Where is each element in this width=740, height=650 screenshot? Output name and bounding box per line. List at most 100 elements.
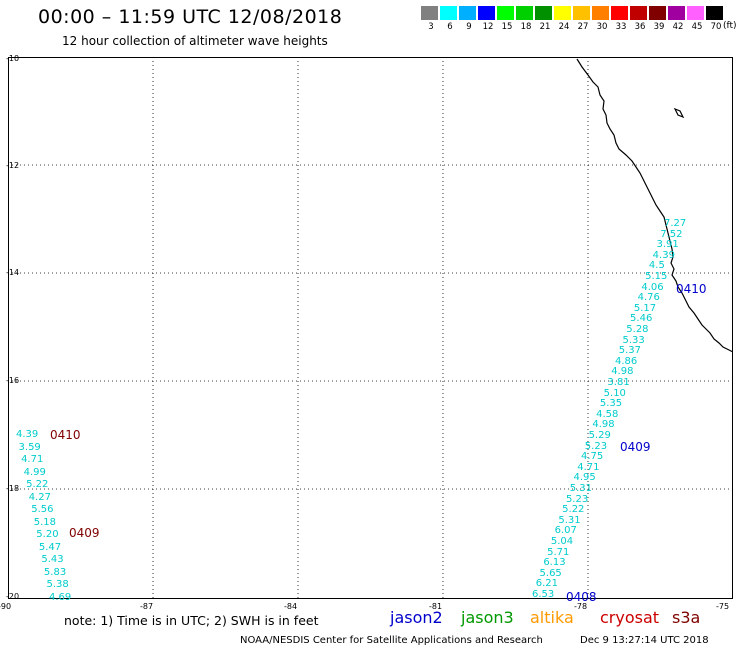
swh-value-cryosat: 5.43 (41, 554, 64, 566)
swh-value-jason2: 6.53 (532, 589, 555, 600)
scale-swatch (535, 6, 552, 20)
swh-value-jason2: 5.22 (562, 504, 585, 516)
swh-value-cryosat: 4.99 (23, 466, 46, 478)
scale-unit: (ft) (723, 21, 737, 31)
latitude-label: -20 (6, 592, 20, 601)
scale-label: 36 (634, 22, 646, 32)
swh-value-jason2: 5.35 (599, 398, 623, 410)
scale-swatch (630, 6, 647, 20)
swh-value-jason2: 6.07 (554, 525, 577, 537)
scale-swatch (516, 6, 533, 20)
legend-cryosat: cryosat (600, 608, 660, 627)
swh-value-jason2: 5.46 (630, 313, 653, 325)
swh-value-jason2: 4.06 (641, 281, 664, 293)
scale-label: 9 (466, 22, 472, 32)
swh-value-cryosat: 5.18 (33, 516, 57, 528)
legend-altika: altika (530, 608, 574, 627)
scale-label: 15 (501, 22, 513, 32)
swh-value-cryosat: 4.27 (28, 491, 51, 503)
swh-value-jason2: 5.15 (645, 271, 668, 282)
swh-value-jason2: 6.21 (535, 578, 559, 590)
generated-timestamp: Dec 9 13:27:14 UTC 2018 (580, 635, 709, 646)
latitude-label: -16 (6, 376, 20, 385)
scale-swatch (592, 6, 609, 20)
latitude-label: -10 (6, 54, 20, 63)
time-tag-cryosat-0409: 0409 (69, 526, 100, 540)
time-tag-jason2-0410: 0410 (676, 282, 707, 296)
swh-value-jason2: 7.52 (660, 228, 683, 240)
scale-label: 24 (558, 22, 570, 32)
swh-value-jason2: 4.71 (577, 461, 600, 473)
scale-swatch (478, 6, 495, 20)
scale-swatch (649, 6, 666, 20)
swh-value-jason2: 5.29 (588, 430, 611, 441)
swh-value-cryosat: 4.39 (16, 429, 39, 440)
swh-value-jason2: 4.58 (596, 408, 619, 420)
longitude-label: -87 (140, 602, 154, 611)
latitude-label: -14 (6, 268, 20, 277)
scale-label: 33 (615, 22, 627, 32)
footer-note: note: 1) Time is in UTC; 2) SWH is in fe… (64, 613, 319, 628)
swh-value-jason2: 3.81 (607, 377, 630, 388)
swh-value-jason2: 4.75 (581, 451, 604, 463)
scale-swatch (611, 6, 628, 20)
swh-value-jason2: 5.37 (618, 345, 641, 357)
swh-value-cryosat: 5.47 (38, 541, 62, 553)
scale-label: 39 (653, 22, 665, 32)
swh-value-cryosat: 4.71 (21, 454, 44, 466)
swh-value-jason2: 5.23 (565, 493, 589, 505)
swh-value-jason2: 4.76 (637, 292, 660, 304)
scale-swatch (440, 6, 457, 20)
swh-value-jason2: 4.98 (611, 366, 634, 378)
coastline-peru (576, 58, 733, 353)
scale-label: 12 (482, 22, 494, 32)
swh-value-cryosat: 5.56 (31, 504, 54, 516)
longitude-label: -75 (716, 602, 730, 611)
swh-value-jason2: 4.95 (573, 472, 596, 484)
scale-label: 45 (691, 22, 703, 32)
scale-swatch (421, 6, 438, 20)
legend-jason3: jason3 (461, 608, 514, 627)
credit-line: NOAA/NESDIS Center for Satellite Applica… (240, 635, 543, 646)
latitude-label: -12 (6, 161, 20, 170)
legend-s3a: s3a (672, 608, 701, 627)
island (673, 107, 685, 119)
swh-value-jason2: 5.04 (550, 536, 574, 547)
longitude-label: -84 (284, 602, 298, 611)
longitude-label: -81 (429, 602, 443, 611)
scale-label: 70 (710, 22, 722, 32)
swh-value-jason2: 4.98 (592, 419, 615, 431)
swh-value-jason2: 5.23 (584, 440, 608, 452)
swh-value-jason2: 5.10 (603, 387, 626, 399)
legend-jason2: jason2 (390, 608, 443, 627)
latitude-label: -18 (6, 484, 20, 493)
swh-value-jason2: 4.39 (652, 249, 675, 261)
swh-value-cryosat: 3.59 (18, 441, 41, 453)
scale-label: 3 (428, 22, 434, 32)
swh-value-jason2: 5.33 (622, 334, 645, 346)
scale-swatch (706, 6, 723, 20)
scale-label: 21 (539, 22, 551, 32)
longitude-label: -90 (0, 602, 12, 611)
time-tag-jason2-0408: 0408 (566, 590, 597, 604)
scale-label: 6 (447, 22, 453, 32)
time-tag-cryosat-0410: 0410 (50, 428, 81, 442)
map-border (8, 57, 733, 599)
swh-value-cryosat: 5.20 (36, 529, 59, 541)
swh-value-cryosat: 5.38 (46, 579, 69, 591)
scale-label: 30 (596, 22, 608, 32)
swh-value-jason2: 5.17 (633, 302, 657, 314)
swh-value-jason2: 5.31 (569, 483, 592, 494)
scale-label: 27 (577, 22, 589, 32)
graticule (8, 57, 733, 599)
time-tag-jason2-0409: 0409 (620, 440, 651, 454)
swh-value-jason2: 4.5 (648, 260, 665, 272)
map-frame (8, 57, 733, 599)
swh-value-jason2: 5.71 (547, 546, 570, 558)
swh-value-jason2: 5.28 (626, 324, 649, 335)
longitude-label: -78 (574, 602, 588, 611)
swh-value-jason2: 5.65 (539, 567, 562, 579)
scale-label: 42 (672, 22, 684, 32)
map-title: 00:00 – 11:59 UTC 12/08/2018 (38, 6, 343, 28)
swh-value-cryosat: 5.83 (43, 566, 67, 578)
